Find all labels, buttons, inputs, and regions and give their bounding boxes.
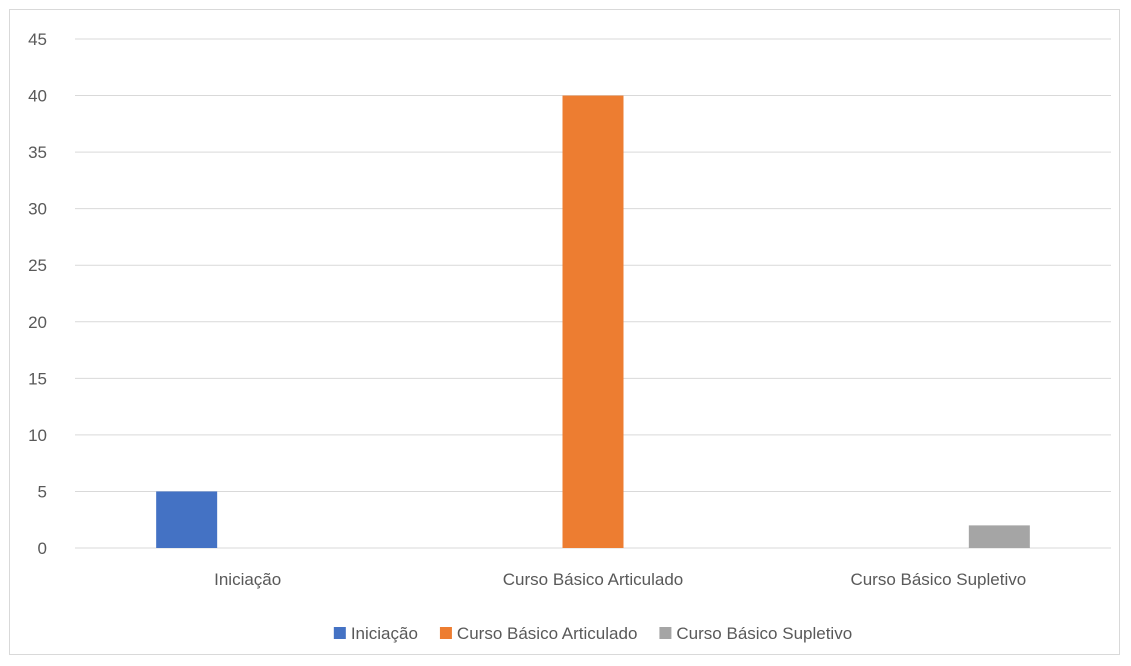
x-axis-ticks: Iniciação Curso Básico Articulado Curso Bá… <box>214 570 1026 589</box>
bar-curso-b-sico-articulado <box>562 95 624 549</box>
y-tick-label: 25 <box>28 256 47 275</box>
y-tick-label: 0 <box>38 539 47 558</box>
y-tick-label: 35 <box>28 143 47 162</box>
y-tick-label: 45 <box>28 30 47 49</box>
legend-label: Iniciação <box>351 624 418 643</box>
x-tick-label: Curso Básico Supletivo <box>850 570 1026 589</box>
y-tick-label: 10 <box>28 426 47 445</box>
bar-curso-b-sico-supletivo <box>968 525 1030 548</box>
x-tick-label: Iniciação <box>214 570 281 589</box>
y-axis-ticks: 0 5 10 15 20 25 30 35 40 45 <box>28 30 47 558</box>
legend-swatch <box>659 627 672 639</box>
legend: Iniciação Curso Básico Articulado Curso Bá… <box>333 624 852 643</box>
y-tick-label: 5 <box>38 482 47 501</box>
y-tick-label: 20 <box>28 313 47 332</box>
y-tick-label: 40 <box>28 87 47 106</box>
legend-label: Curso Básico Supletivo <box>676 624 852 643</box>
bar-inicia-o <box>156 491 218 548</box>
legend-swatch <box>333 627 346 639</box>
legend-label: Curso Básico Articulado <box>457 624 637 643</box>
y-tick-label: 30 <box>28 200 47 219</box>
y-tick-label: 15 <box>28 369 47 388</box>
x-tick-label: Curso Básico Articulado <box>503 570 683 589</box>
legend-swatch <box>439 627 452 639</box>
bars <box>156 95 1030 549</box>
